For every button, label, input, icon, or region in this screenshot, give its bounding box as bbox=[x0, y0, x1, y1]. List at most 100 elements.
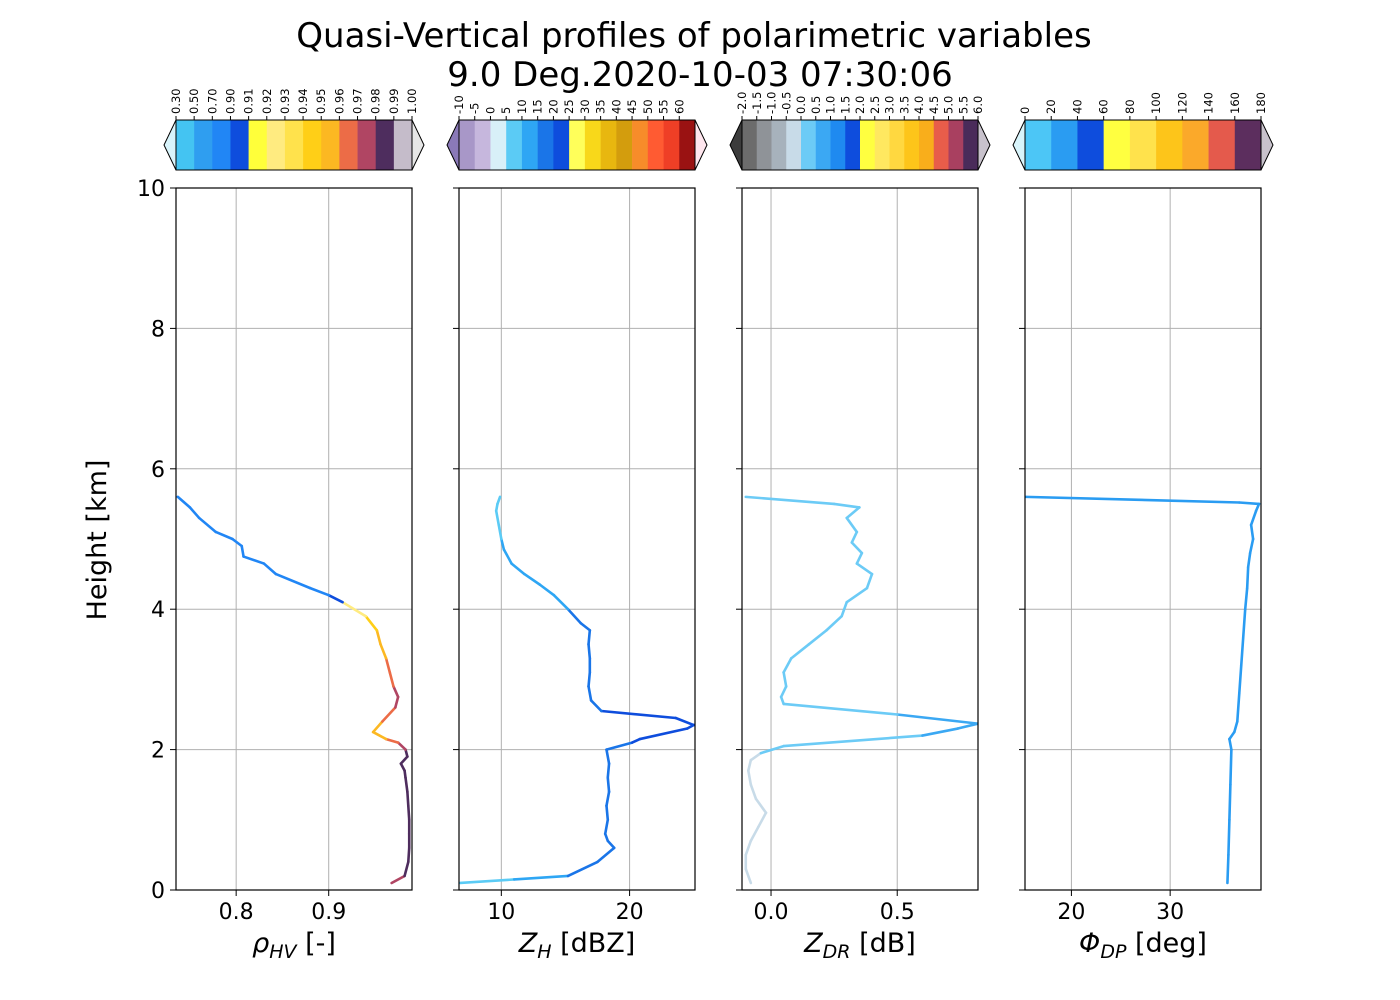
colorbar-tick-label: 160 bbox=[1228, 92, 1242, 114]
colorbar-tick-label: 0.97 bbox=[351, 88, 365, 114]
profile-segment bbox=[840, 600, 849, 618]
colorbar-bin bbox=[553, 120, 570, 170]
profile-segment bbox=[502, 548, 513, 565]
profile-segment bbox=[832, 502, 861, 509]
colorbar-bin bbox=[230, 120, 249, 170]
colorbar-tick-label: 0.70 bbox=[205, 88, 219, 114]
profile-segment bbox=[855, 562, 874, 576]
colorbar-tick-label: 0.90 bbox=[223, 88, 237, 114]
profile-segment bbox=[197, 516, 218, 534]
colorbar-bin bbox=[919, 120, 935, 170]
profile-segment bbox=[459, 878, 516, 885]
profile-segment bbox=[406, 846, 411, 864]
colorbar-tick-label: 0.50 bbox=[187, 88, 201, 114]
colorbar-under-arrow bbox=[1012, 119, 1026, 171]
profile-line bbox=[744, 495, 978, 885]
profile-segment bbox=[1248, 537, 1255, 555]
profile-segment bbox=[674, 716, 695, 727]
profile-segment bbox=[749, 783, 758, 801]
profile-segment bbox=[850, 541, 864, 555]
profile-segment bbox=[1227, 818, 1231, 857]
profile-segment bbox=[1239, 635, 1245, 667]
profile-segment bbox=[744, 839, 753, 857]
profile-segment bbox=[510, 562, 526, 576]
profile-segment bbox=[638, 727, 689, 741]
profile-segment bbox=[394, 695, 400, 709]
x-axis-label: ΦDP [deg] bbox=[1079, 928, 1207, 963]
profile-segment bbox=[587, 685, 593, 702]
colorbar-under-arrow bbox=[729, 119, 743, 171]
profile-segment bbox=[381, 706, 397, 723]
colorbar-frame bbox=[458, 119, 696, 171]
colorbar-bin bbox=[284, 120, 304, 170]
colorbar-bin bbox=[1156, 120, 1183, 170]
colorbar-tick-label: 0.0 bbox=[794, 96, 808, 114]
x-tick-label: 0.0 bbox=[754, 900, 789, 925]
plot-frame bbox=[458, 187, 696, 891]
colorbar-tick-label: 1.5 bbox=[838, 96, 852, 114]
profile-segment bbox=[1243, 586, 1249, 611]
colorbar-tick-label: 55 bbox=[657, 99, 671, 114]
chart-title-line1: Quasi-Vertical profiles of polarimetric … bbox=[296, 16, 1091, 56]
colorbar-tick-label: 2.5 bbox=[868, 96, 882, 114]
colorbar-bin bbox=[1051, 120, 1078, 170]
profile-segment bbox=[782, 702, 899, 716]
profile-segment bbox=[364, 614, 379, 632]
profile-segment bbox=[497, 523, 503, 541]
y-tick-label: 0 bbox=[151, 879, 165, 904]
colorbar-bin bbox=[1208, 120, 1236, 170]
profile-segment bbox=[396, 741, 407, 751]
profile-segment bbox=[1237, 664, 1243, 695]
profile-segment bbox=[759, 744, 785, 755]
colorbar-tick-label: 15 bbox=[531, 99, 545, 114]
colorbar-tick-label: -5 bbox=[468, 103, 482, 114]
colorbar-bin bbox=[537, 120, 554, 170]
colorbar-tick-label: 1.0 bbox=[824, 96, 838, 114]
colorbar-tick-label: 0.99 bbox=[387, 88, 401, 114]
y-axis-label: Height [km] bbox=[82, 460, 113, 621]
colorbar-tick-label: 120 bbox=[1175, 92, 1189, 114]
x-tick-label: 0.5 bbox=[880, 900, 915, 925]
profile-segment bbox=[587, 642, 592, 660]
colorbar-under-arrow bbox=[446, 119, 460, 171]
profile-segment bbox=[895, 713, 978, 725]
x-tick-label: 10 bbox=[487, 900, 515, 925]
colorbar-tick-label: 0.30 bbox=[169, 88, 183, 114]
colorbar-frame bbox=[175, 119, 413, 171]
colorbar-tick-label: -1.0 bbox=[765, 92, 779, 114]
profile-line bbox=[459, 495, 695, 885]
colorbar-tick-label: 2.0 bbox=[853, 96, 867, 114]
profile-segment bbox=[606, 839, 616, 850]
colorbar-bin bbox=[845, 120, 861, 170]
profile-segment bbox=[406, 804, 411, 822]
profile-segment bbox=[566, 607, 583, 625]
colorbar-tick-label: 0.95 bbox=[314, 88, 328, 114]
colorbar-bin bbox=[771, 120, 787, 170]
profile-segment bbox=[747, 769, 753, 787]
x-tick-label: 20 bbox=[1057, 900, 1085, 925]
y-tick-label: 2 bbox=[151, 739, 165, 764]
colorbar-tick-label: 4.0 bbox=[912, 96, 926, 114]
colorbar-bin bbox=[963, 120, 979, 170]
colorbar-bin bbox=[1234, 120, 1262, 170]
profile-segment bbox=[845, 516, 859, 534]
colorbar-bin bbox=[904, 120, 920, 170]
colorbar-bin bbox=[1182, 120, 1209, 170]
colorbar-tick-label: 45 bbox=[625, 99, 639, 114]
colorbar-bin bbox=[830, 120, 846, 170]
profile-segment bbox=[754, 797, 768, 815]
profile-segment bbox=[231, 537, 244, 548]
colorbar-tick-label: 60 bbox=[1097, 99, 1111, 114]
colorbar-tick-label: 180 bbox=[1254, 92, 1268, 114]
profile-segment bbox=[384, 737, 400, 744]
colorbar-tick-label: 60 bbox=[672, 99, 686, 114]
colorbar-bin bbox=[375, 120, 395, 170]
profile-segment bbox=[566, 860, 599, 878]
profile-segment bbox=[1241, 607, 1247, 639]
profile-line bbox=[1025, 495, 1261, 885]
colorbar-bin bbox=[742, 120, 758, 170]
profile-segment bbox=[782, 671, 788, 688]
profile-segment bbox=[1249, 523, 1255, 541]
colorbar-tick-label: 140 bbox=[1202, 92, 1216, 114]
colorbar-bin bbox=[459, 120, 476, 170]
